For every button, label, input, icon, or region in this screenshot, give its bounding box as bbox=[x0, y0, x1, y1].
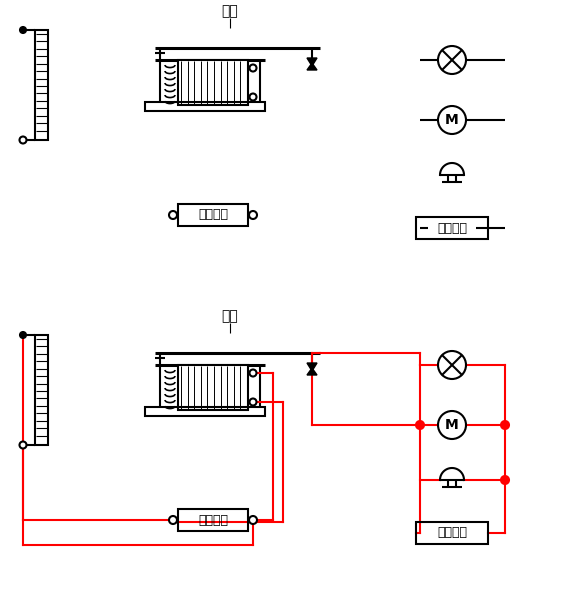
Circle shape bbox=[501, 476, 509, 484]
Polygon shape bbox=[307, 58, 317, 66]
Bar bbox=[178, 60, 248, 105]
Text: 工作电源: 工作电源 bbox=[437, 221, 467, 235]
Circle shape bbox=[249, 64, 257, 71]
Text: M: M bbox=[445, 113, 459, 127]
Text: M: M bbox=[445, 418, 459, 432]
Circle shape bbox=[20, 27, 26, 33]
Circle shape bbox=[416, 421, 424, 429]
Circle shape bbox=[249, 94, 257, 100]
Text: 控制电源: 控制电源 bbox=[198, 208, 228, 221]
Circle shape bbox=[249, 398, 257, 406]
Circle shape bbox=[501, 421, 509, 429]
Polygon shape bbox=[307, 63, 317, 70]
Text: 衔铁: 衔铁 bbox=[222, 4, 238, 18]
Bar bbox=[178, 204, 248, 226]
Circle shape bbox=[169, 211, 177, 219]
Polygon shape bbox=[307, 363, 317, 371]
Bar bbox=[145, 407, 265, 416]
Text: 工作电源: 工作电源 bbox=[437, 527, 467, 539]
Bar bbox=[35, 30, 48, 140]
Bar bbox=[35, 335, 48, 445]
Circle shape bbox=[19, 442, 26, 449]
Circle shape bbox=[20, 332, 26, 338]
Bar bbox=[416, 217, 488, 239]
Circle shape bbox=[249, 211, 257, 219]
Circle shape bbox=[249, 370, 257, 377]
Circle shape bbox=[249, 516, 257, 524]
Text: 控制电源: 控制电源 bbox=[198, 514, 228, 527]
Text: 衔铁: 衔铁 bbox=[222, 309, 238, 323]
Polygon shape bbox=[307, 368, 317, 375]
Bar bbox=[178, 509, 248, 531]
Circle shape bbox=[169, 516, 177, 524]
Bar bbox=[145, 102, 265, 111]
Bar bbox=[416, 522, 488, 544]
Circle shape bbox=[19, 136, 26, 143]
Bar bbox=[178, 365, 248, 410]
